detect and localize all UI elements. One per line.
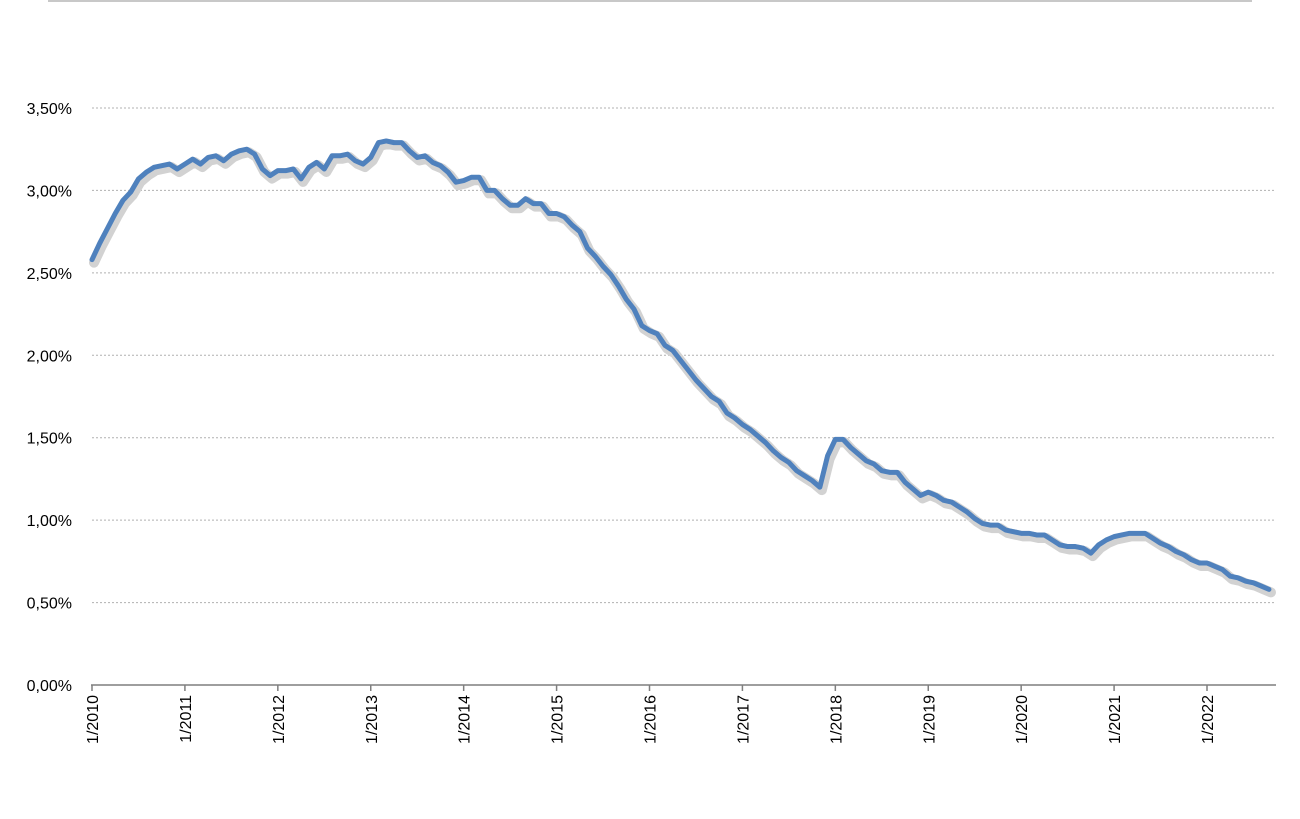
y-tick-label: 2,50% [27,266,72,283]
x-tick-label: 1/2016 [643,695,660,744]
y-tick-label: 0,00% [27,678,72,695]
x-tick-label: 1/2019 [921,695,938,744]
series-group [89,138,1276,598]
y-tick-label: 0,50% [27,596,72,613]
x-axis [91,684,1276,691]
y-tick-label: 3,00% [27,183,72,200]
top-divider [48,0,1252,2]
series-line [89,138,1272,592]
series-line-shadow [89,138,1276,598]
x-tick-label: 1/2012 [271,695,288,744]
x-tick-label: 1/2021 [1107,695,1124,744]
y-tick-label: 2,00% [27,348,72,365]
y-tick-label: 1,50% [27,431,72,448]
x-tick-label: 1/2018 [828,695,845,744]
x-axis-tick-labels: 1/2010 1/2011 1/2012 1/2013 1/2014 1/2015 1/20… [85,695,1217,744]
x-tick-label: 1/2022 [1200,695,1217,744]
x-tick-label: 1/2015 [550,695,567,744]
x-tick-label: 1/2013 [364,695,381,744]
x-tick-label: 1/2017 [735,695,752,744]
gridlines [92,107,1276,604]
y-tick-label: 1,00% [27,513,72,530]
y-axis-tick-labels: 0,00% 0,50% 1,00% 1,50% 2,00% 2,50% 3,00% 3,50% [27,101,72,695]
x-tick-label: 1/2020 [1014,695,1031,744]
x-tick-label: 1/2014 [457,695,474,744]
x-tick-label: 1/2011 [178,695,195,743]
x-tick-label: 1/2010 [85,695,102,744]
y-tick-label: 3,50% [27,101,72,118]
